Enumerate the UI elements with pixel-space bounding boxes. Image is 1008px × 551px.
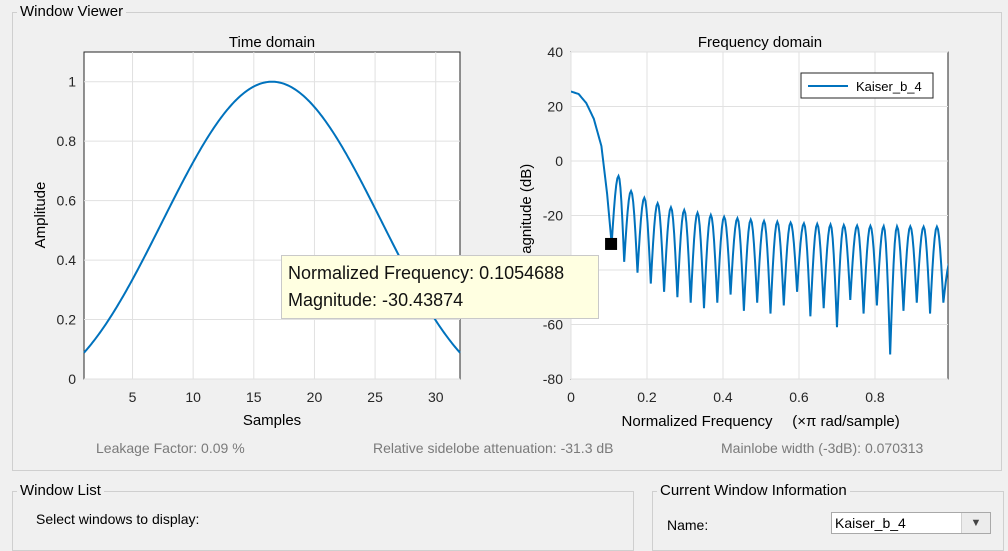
time-ytick-label: 0.2 [57, 312, 77, 328]
time-ytick-label: 0 [68, 371, 76, 387]
freq-plot-title: Frequency domain [698, 34, 822, 51]
freq-xtick-label: 0.4 [713, 389, 733, 405]
name-field[interactable]: Kaiser_b_4 ▼ [831, 512, 991, 534]
freq-legend[interactable]: Kaiser_b_4 [800, 72, 934, 99]
freq-ytick-label: 20 [547, 99, 563, 115]
chevron-down-icon[interactable]: ▼ [961, 513, 990, 533]
sidelobe-attenuation-text: Relative sidelobe attenuation: -31.3 dB [373, 440, 614, 456]
time-xtick-label: 20 [307, 389, 323, 405]
window-viewer-title: Window Viewer [17, 4, 127, 20]
time-plot-ylabel: Amplitude [32, 182, 49, 249]
mainlobe-width-text: Mainlobe width (-3dB): 0.070313 [721, 440, 924, 456]
freq-xtick-label: 0.6 [789, 389, 809, 405]
name-field-value: Kaiser_b_4 [835, 515, 906, 531]
freq-ytick-label: -80 [543, 371, 563, 387]
time-plot-xlabel: Samples [243, 412, 301, 429]
window-list-panel: Window List [12, 483, 634, 551]
window-viewer-panel: Window Viewer [12, 4, 1002, 471]
time-xtick-label: 15 [246, 389, 262, 405]
time-ytick-label: 1 [68, 74, 76, 90]
freq-plot-xunit: (×π rad/sample) [792, 413, 899, 430]
time-ytick-label: 0.8 [57, 133, 77, 149]
datatip-magnitude: Magnitude: -30.43874 [288, 290, 464, 310]
freq-ytick-label: -60 [543, 317, 563, 333]
freq-series-line[interactable] [571, 90, 951, 355]
freq-xtick-label: 0 [567, 389, 575, 405]
freq-ytick-label: -20 [543, 208, 563, 224]
time-plot-title: Time domain [229, 34, 315, 51]
select-windows-prompt: Select windows to display: [36, 511, 200, 527]
time-xtick-label: 25 [367, 389, 383, 405]
datatip-marker[interactable] [605, 237, 618, 250]
time-grid [84, 52, 460, 380]
current-window-info-title: Current Window Information [657, 483, 850, 499]
freq-plot-ylabel: Magnitude (dB) [518, 164, 535, 267]
time-domain-axes[interactable]: 5 10 15 20 25 30 0 0.2 0.4 0.6 0.8 1 Time domain Sa… [32, 34, 461, 429]
time-xtick-label: 5 [129, 389, 137, 405]
freq-ytick-label: 40 [547, 44, 563, 60]
name-label: Name: [667, 517, 709, 533]
legend-label: Kaiser_b_4 [856, 79, 922, 94]
freq-ytick-label: 0 [555, 153, 563, 169]
freq-xtick-label: 0.2 [637, 389, 657, 405]
time-xtick-label: 30 [428, 389, 444, 405]
time-ytick-label: 0.4 [57, 252, 77, 268]
datatip-frequency: Normalized Frequency: 0.1054688 [288, 263, 565, 283]
time-plot-area[interactable] [83, 51, 461, 380]
leakage-factor-text: Leakage Factor: 0.09 % [96, 440, 245, 456]
datatip-tooltip: Normalized Frequency: 0.1054688 Magnitud… [281, 255, 599, 319]
time-series-line[interactable] [83, 80, 461, 354]
time-ytick-label: 0.6 [57, 193, 77, 209]
time-ticks: 5 10 15 20 25 30 0 0.2 0.4 0.6 0.8 1 [57, 74, 444, 405]
time-xtick-label: 10 [185, 389, 201, 405]
freq-plot-xlabel: Normalized Frequency [622, 413, 773, 430]
freq-xtick-label: 0.8 [865, 389, 885, 405]
window-list-title: Window List [17, 483, 104, 499]
viewer-canvas: 5 10 15 20 25 30 0 0.2 0.4 0.6 0.8 1 Time domain Sa… [32, 34, 951, 430]
